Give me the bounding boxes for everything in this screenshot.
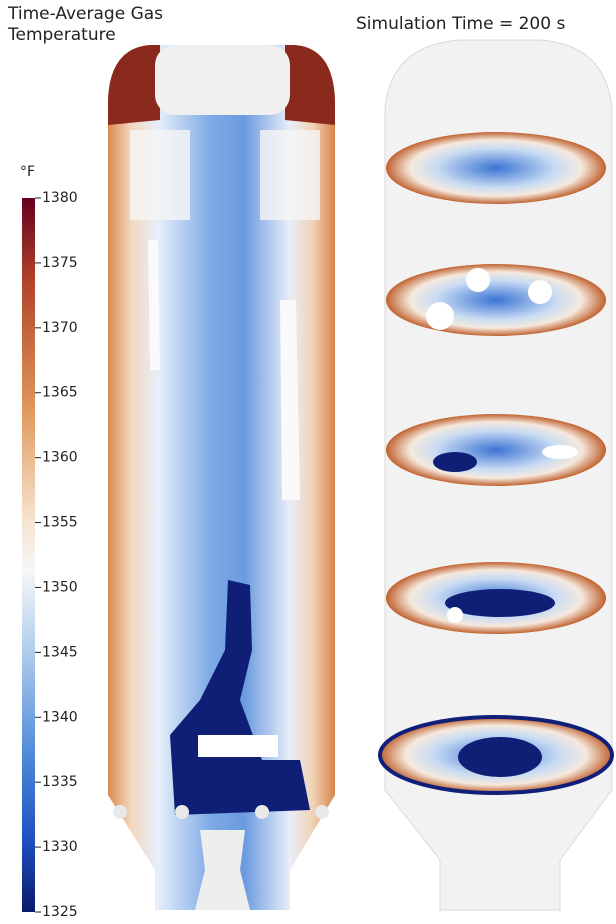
tick-label: 1330 — [42, 839, 78, 855]
colorbar-unit: °F — [20, 164, 35, 180]
colorbar — [22, 198, 35, 912]
tick-label: 1365 — [42, 385, 78, 401]
page: Time-Average Gas Temperature Simulation … — [0, 0, 616, 924]
tick-label: 1340 — [42, 709, 78, 725]
tick-label: 1380 — [42, 190, 78, 206]
tick-label: 1350 — [42, 579, 78, 595]
tick-label: 1360 — [42, 450, 78, 466]
temperature-section — [108, 45, 335, 910]
tick-label: 1355 — [42, 515, 78, 531]
simulation-slices — [380, 40, 612, 910]
tick-label: 1325 — [42, 904, 78, 920]
tick-label: 1345 — [42, 644, 78, 660]
tick-label: 1335 — [42, 774, 78, 790]
figure: °F 1325 1330 1335 1340 1345 1350 1355 1360 1365 1… — [0, 0, 616, 924]
tick-label: 1375 — [42, 255, 78, 271]
tick-label: 1370 — [42, 320, 78, 336]
